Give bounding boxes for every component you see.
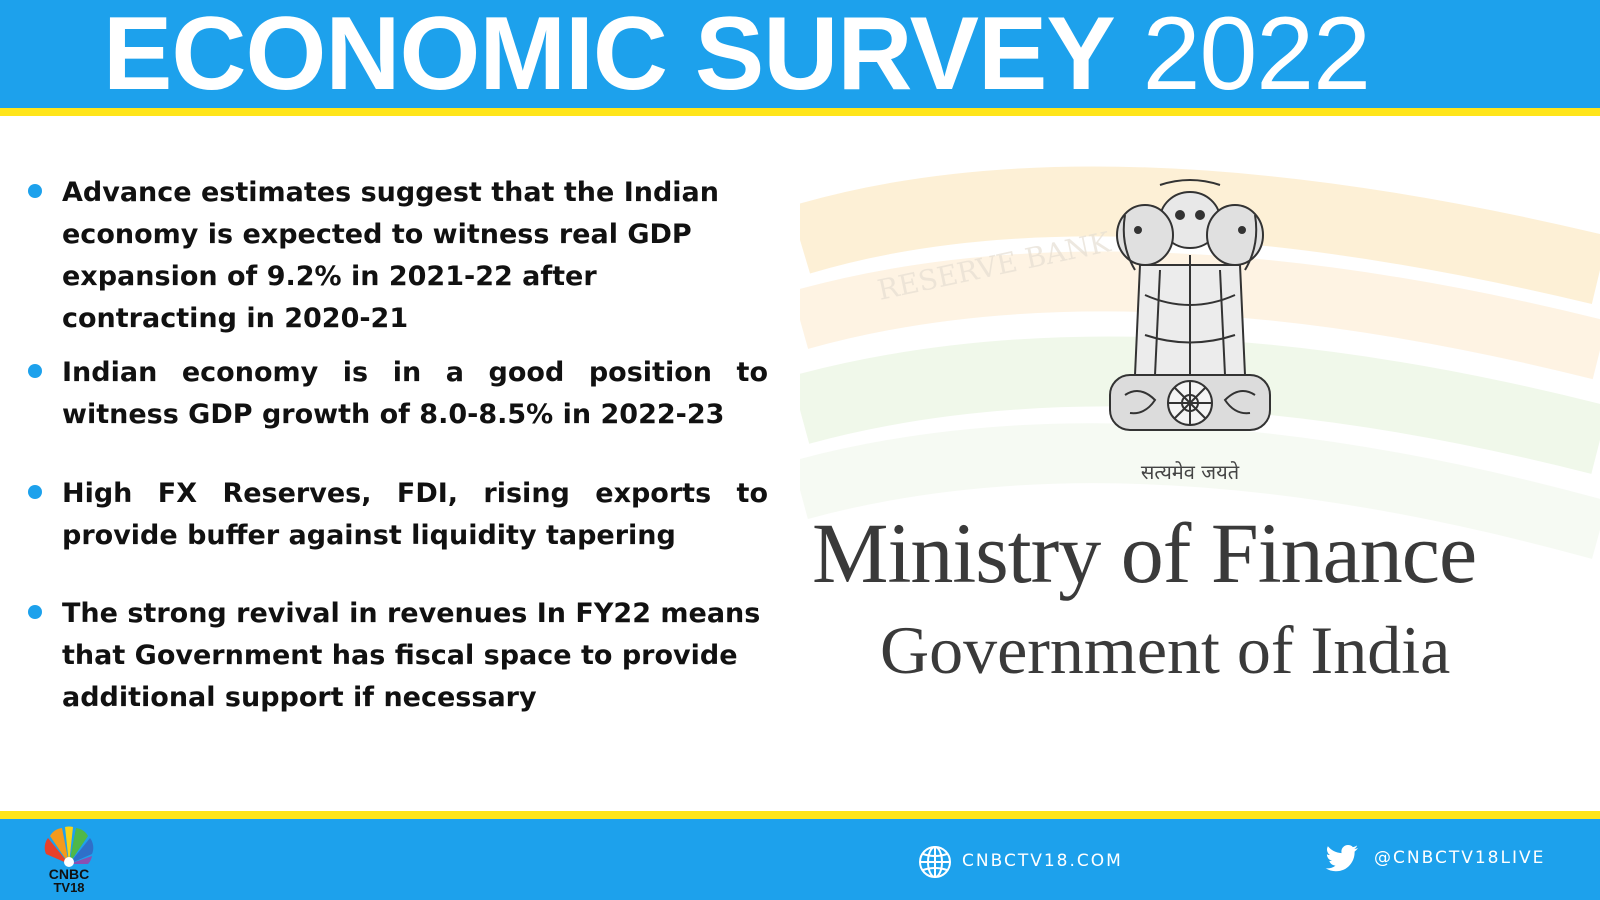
government-name: Government of India bbox=[880, 612, 1451, 688]
ashoka-emblem-icon bbox=[1109, 179, 1271, 431]
ministry-name: Ministry of Finance bbox=[812, 505, 1477, 601]
cnbc-peacock-logo: CNBC TV18 bbox=[44, 826, 94, 894]
header-bar: ECONOMIC SURVEY 2022 bbox=[0, 0, 1600, 108]
twitter-bird-icon bbox=[1325, 845, 1358, 872]
page-title: ECONOMIC SURVEY 2022 bbox=[103, 2, 1371, 106]
footer-bar bbox=[0, 819, 1600, 900]
logo-text-cnbc: CNBC bbox=[49, 866, 89, 882]
twitter-handle-link[interactable]: @CNBCTV18LIVE bbox=[1374, 848, 1546, 868]
logo-text-tv18: TV18 bbox=[53, 880, 84, 894]
website-link[interactable]: CNBCTV18.COM bbox=[962, 851, 1123, 871]
title-main: ECONOMIC SURVEY bbox=[103, 0, 1116, 112]
emblem-motto: सत्यमेव जयते bbox=[1140, 460, 1240, 484]
bullet-text-4: The strong revival in revenues In FY22 m… bbox=[62, 598, 761, 713]
globe-icon bbox=[919, 846, 951, 878]
footer-stripe bbox=[0, 811, 1600, 819]
title-year: 2022 bbox=[1142, 0, 1371, 112]
bullet-dot-icon bbox=[28, 485, 42, 499]
bullet-dot-icon bbox=[28, 184, 42, 198]
bullet-text-2: Indian economy is in a good position to … bbox=[62, 357, 768, 430]
header-stripe bbox=[0, 108, 1600, 116]
bullet-dot-icon bbox=[28, 605, 42, 619]
bullet-dot-icon bbox=[28, 364, 42, 378]
bullet-text-1: Advance estimates suggest that the India… bbox=[62, 177, 719, 334]
bullet-text-3: High FX Reserves, FDI, rising exports to… bbox=[62, 478, 768, 551]
